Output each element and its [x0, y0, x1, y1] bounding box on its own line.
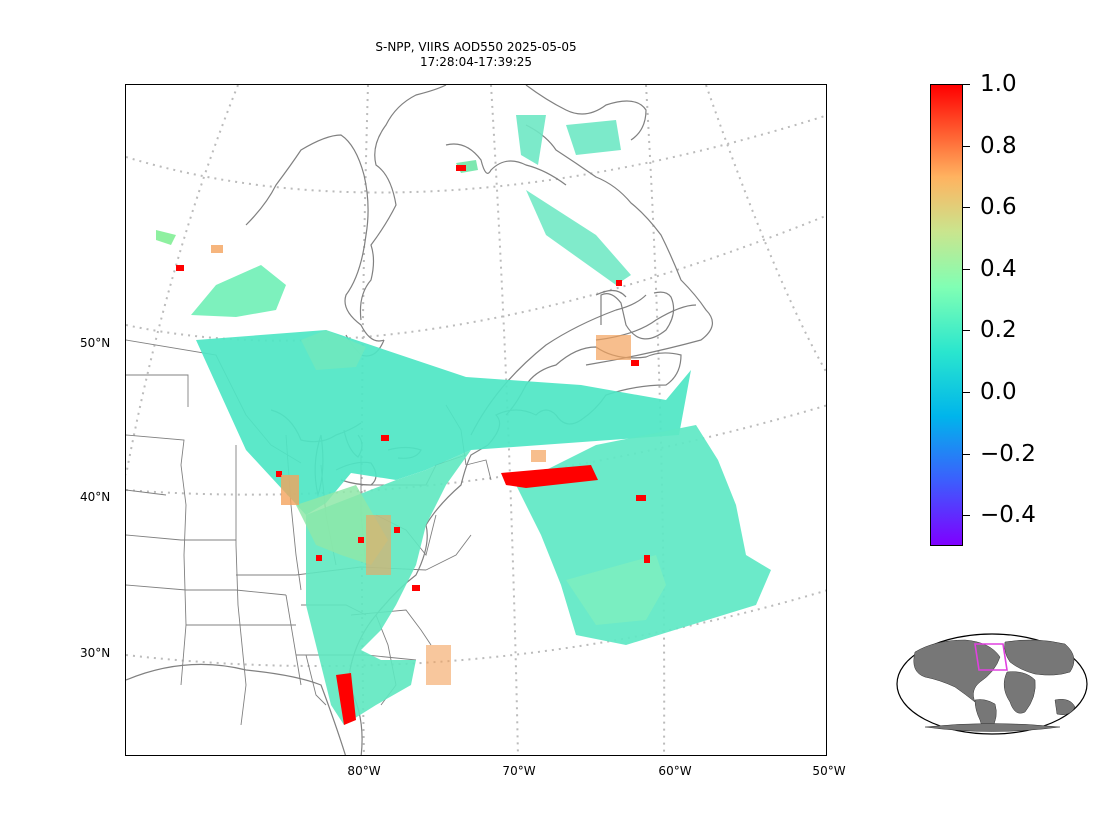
coastline-gaspe: [595, 304, 697, 341]
high-aod-pixels: [176, 165, 650, 725]
inset-land: [913, 639, 1076, 732]
lon-label-50: 50°W: [812, 764, 846, 778]
high-aod-fleck: [456, 165, 466, 171]
colorbar-tick: [963, 515, 970, 517]
map-title: S-NPP, VIIRS AOD550 2025-05-05 17:28:04-…: [125, 40, 827, 70]
border-state: [126, 374, 189, 407]
graticule-lon-50: [705, 85, 826, 374]
coastline-hudson-bay: [245, 134, 385, 342]
border-state: [126, 534, 236, 541]
inset-region-box: [974, 643, 1008, 671]
border-state: [425, 534, 472, 571]
mid-aod-fleck: [596, 335, 631, 360]
coastline-anticosti: [595, 289, 627, 298]
colorbar-tick: [963, 268, 970, 270]
inset-eurasia: [1004, 639, 1075, 676]
inset-australia: [1054, 699, 1076, 715]
high-aod-fleck: [631, 360, 639, 366]
border-state: [237, 604, 247, 726]
colorbar-tick: [963, 453, 970, 455]
colorbar-tick: [963, 84, 970, 85]
border-state: [285, 594, 302, 686]
border-state: [235, 445, 239, 606]
border-state: [126, 584, 287, 596]
inset-globe: [896, 633, 1088, 735]
mid-aod-fleck: [366, 515, 391, 575]
graticule-lat-50: [126, 214, 826, 342]
colorbar-tick-label: 0.4: [980, 255, 1017, 282]
title-line-1: S-NPP, VIIRS AOD550 2025-05-05: [375, 40, 577, 54]
mid-aod-fleck: [211, 245, 223, 253]
lat-label-50: 50°N: [80, 336, 111, 350]
colorbar-tick-label: 1.0: [980, 71, 1017, 97]
coastline-ungava: [445, 143, 567, 186]
graticule-lon-90: [126, 85, 239, 476]
border-state: [305, 654, 327, 706]
colorbar-tick-label: 0.2: [980, 317, 1017, 344]
colorbar-tick: [963, 207, 970, 209]
swath-segment-newfoundland-north: [526, 190, 631, 285]
mid-aod-fleck: [531, 450, 546, 462]
high-aod-plume: [501, 465, 598, 488]
colorbar-tick: [963, 330, 970, 332]
colorbar-tick-label: −0.4: [980, 502, 1036, 529]
inset-antarctica: [924, 723, 1061, 732]
graticule-lat-40: [126, 404, 826, 496]
colorbar-tick-label: 0.0: [980, 379, 1017, 405]
graticule: [126, 85, 826, 755]
coastline-gulf: [126, 663, 346, 755]
high-aod-fleck: [394, 527, 400, 533]
swath-segment-north: [196, 330, 691, 515]
high-aod-fleck: [636, 495, 646, 501]
swath-segment-atlantic-south: [566, 555, 666, 625]
coastline-hudson-east: [359, 85, 447, 321]
swath-segment-appalachia: [296, 485, 388, 565]
mid-aod-fleck: [426, 645, 451, 685]
high-aod-fleck: [358, 537, 364, 543]
lon-label-60: 60°W: [658, 764, 692, 778]
map-canvas: [126, 85, 826, 755]
lat-label-40: 40°N: [80, 490, 111, 504]
inset-north-america: [913, 639, 1001, 703]
border-state: [465, 459, 492, 481]
colorbar-tick: [963, 145, 970, 147]
high-aod-fleck: [316, 555, 322, 561]
colorbar: [930, 84, 963, 546]
map-panel[interactable]: [125, 84, 827, 756]
swath-segment-northwest: [191, 265, 286, 317]
inset-africa: [1003, 671, 1036, 714]
coastline-newfoundland: [600, 291, 675, 340]
high-aod-fleck: [644, 555, 650, 563]
lon-label-80: 80°W: [347, 764, 381, 778]
title-line-2: 17:28:04-17:39:25: [419, 55, 533, 69]
mid-aod-pixels: [211, 245, 631, 685]
high-aod-fleck: [381, 435, 389, 441]
aod-swath: [156, 115, 771, 725]
border-state: [126, 489, 167, 496]
lat-label-30: 30°N: [80, 646, 111, 660]
colorbar-tick: [963, 392, 970, 393]
mid-aod-fleck: [281, 475, 299, 505]
high-aod-fleck: [412, 585, 420, 591]
colorbar-tick-label: 0.8: [980, 132, 1017, 159]
high-aod-fleck: [276, 471, 282, 477]
swath-segment-patch: [301, 330, 366, 370]
swath-fleck: [156, 230, 176, 245]
lon-label-70: 70°W: [502, 764, 536, 778]
coastline-labrador: [525, 124, 713, 366]
swath-segment-labrador: [566, 120, 621, 155]
colorbar-tick-label: 0.6: [980, 194, 1017, 221]
swath-segment-labrador-strip: [516, 115, 546, 165]
graticule-lat-30: [126, 589, 826, 667]
graticule-lat-60: [126, 114, 826, 194]
high-aod-florida: [336, 673, 356, 725]
high-aod-fleck: [176, 265, 184, 271]
high-aod-fleck: [616, 280, 622, 286]
colorbar-tick-label: −0.2: [980, 440, 1036, 467]
coastline-baffin: [525, 85, 647, 141]
border-state: [126, 434, 187, 556]
